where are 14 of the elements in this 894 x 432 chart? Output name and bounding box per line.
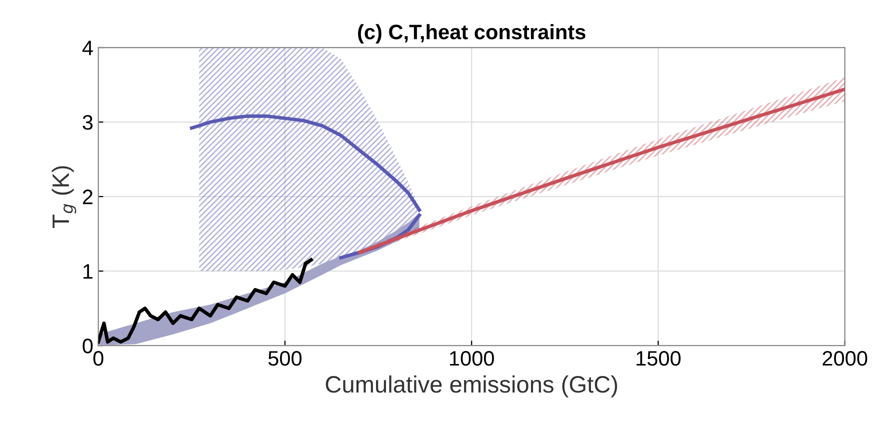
y-tick-label: 1 [83, 264, 92, 279]
x-tick-label: 2000 [822, 351, 868, 366]
y-axis-title: T$_{g}$ (K) [52, 166, 76, 228]
chart-title: (c) C,T,heat constraints [358, 24, 586, 44]
y-tick-label: 4 [82, 40, 93, 56]
line-series [98, 258, 313, 344]
x-tick-label: 0 [93, 351, 104, 366]
y-tick-label: 2 [82, 190, 92, 204]
x-axis-title: Cumulative emissions (GtC) [326, 375, 618, 398]
x-tick-label: 1000 [450, 351, 494, 366]
x-tick-label: 1500 [636, 351, 681, 366]
x-tick-label: 500 [268, 351, 302, 366]
y-tick-label: 0 [82, 338, 93, 354]
y-tick-label: 3 [82, 115, 93, 130]
